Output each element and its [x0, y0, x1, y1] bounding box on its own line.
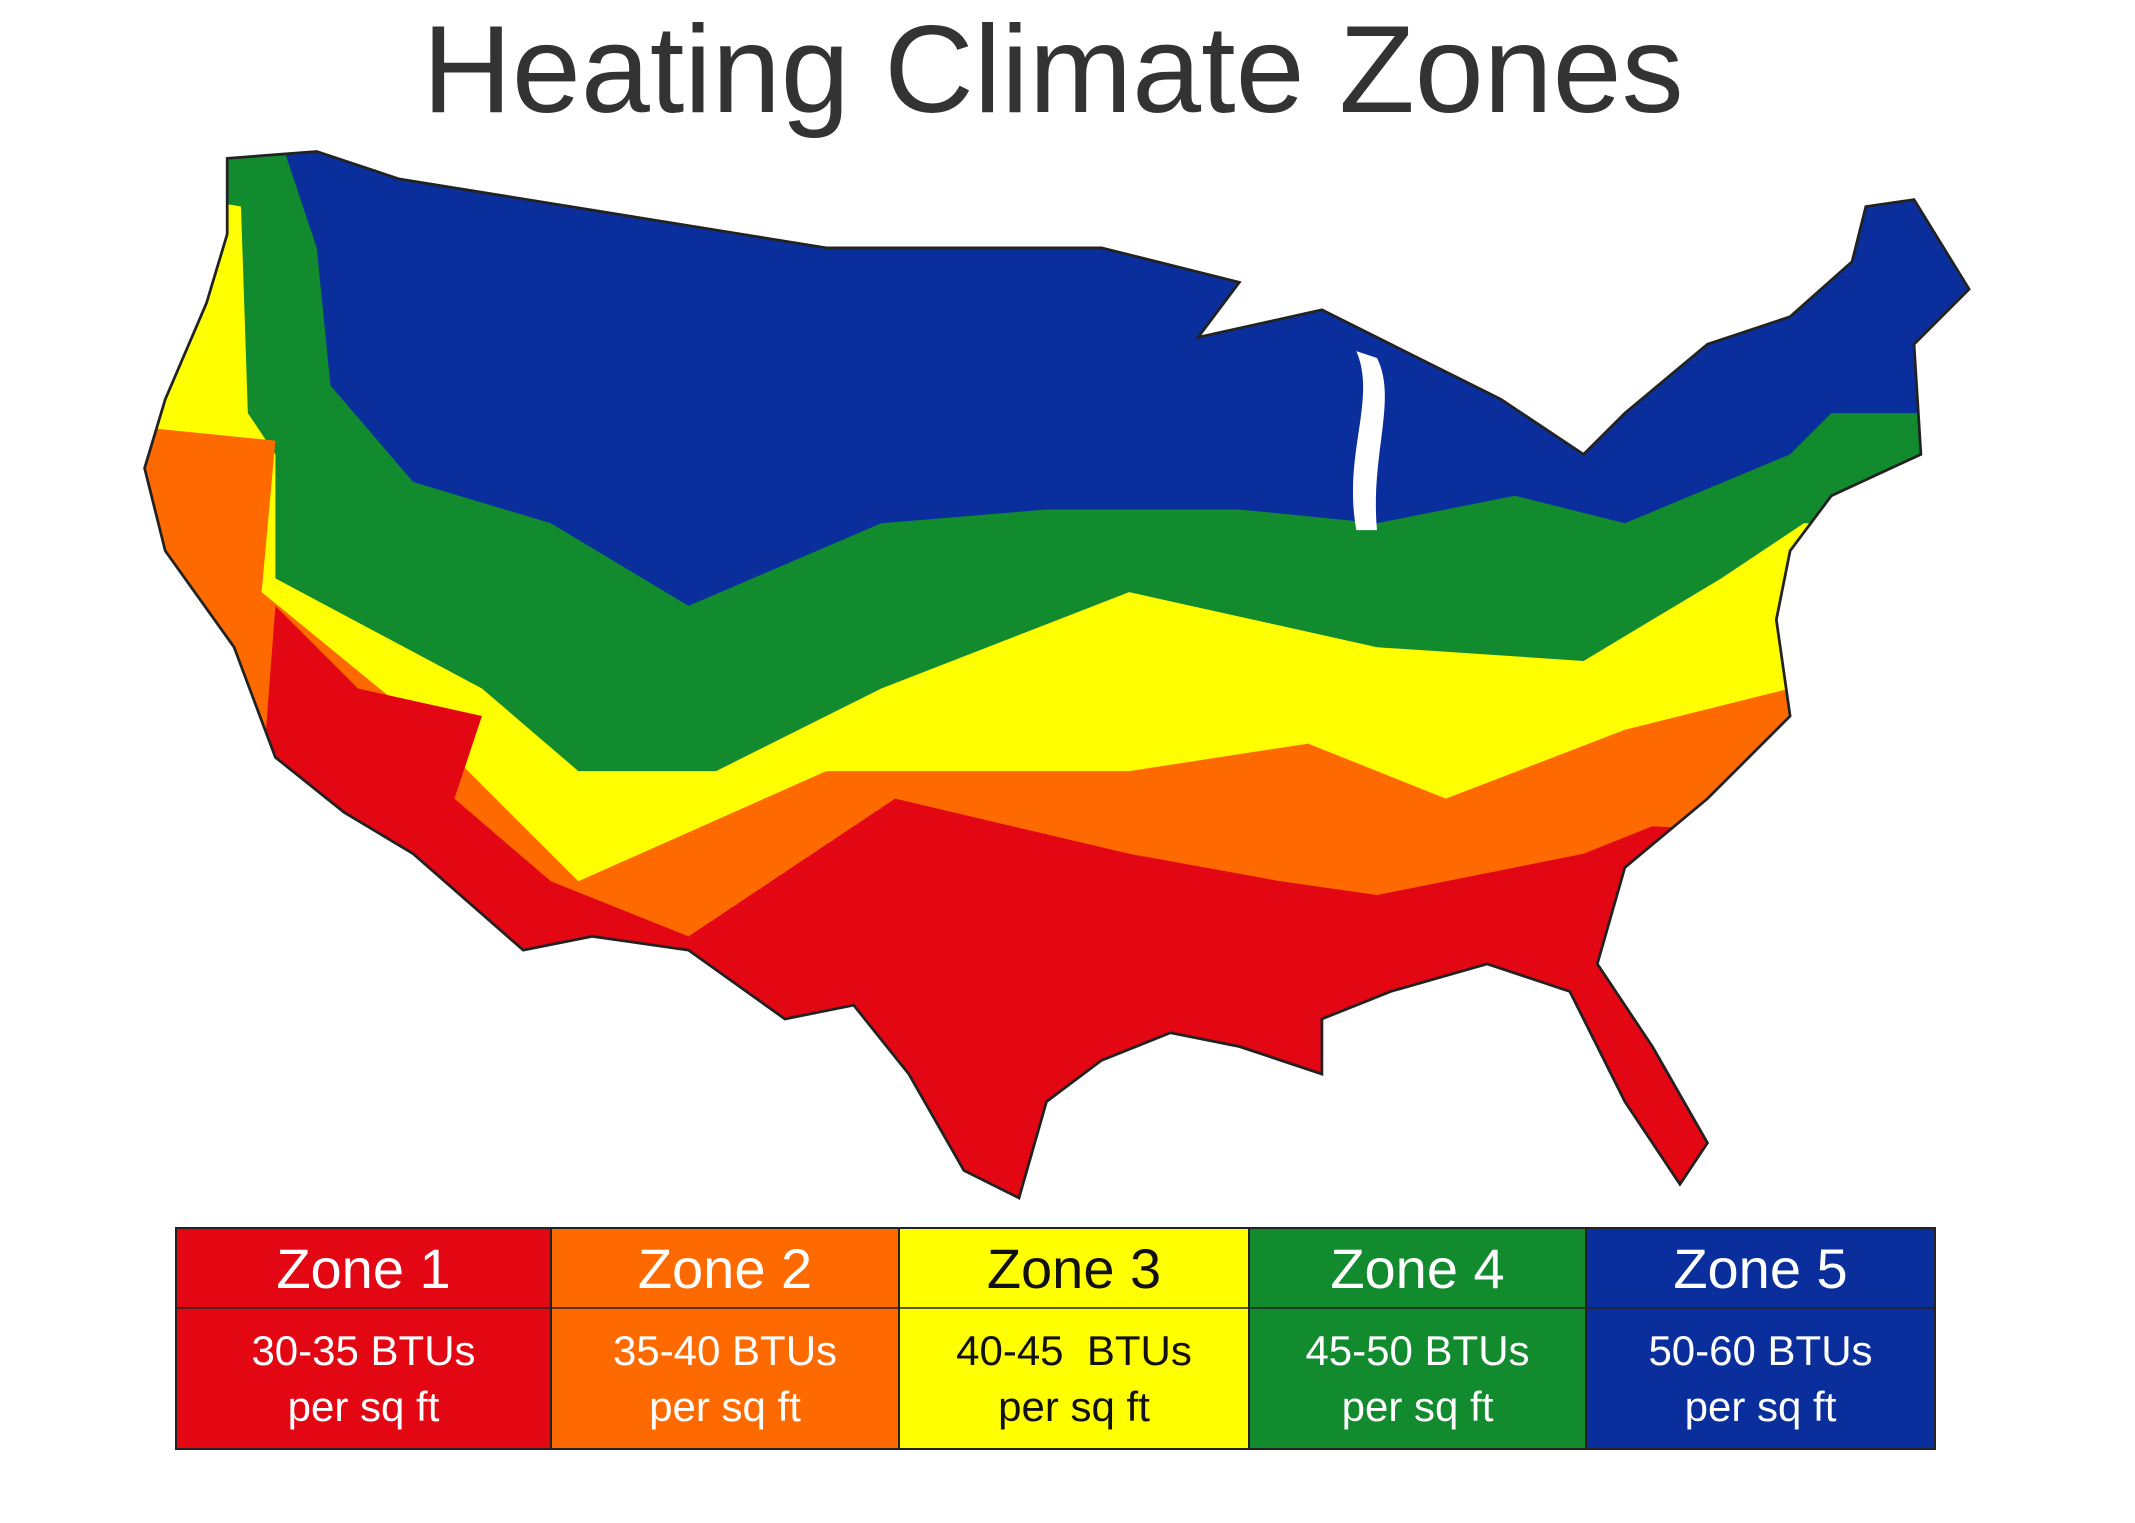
legend-cell — [1248, 1227, 1587, 1450]
zone-desc: per sq ft — [1342, 1383, 1494, 1430]
zone-desc: 45-50 BTUs — [1305, 1327, 1529, 1374]
legend-cell — [550, 1227, 900, 1450]
zone-name: Zone 5 — [1673, 1237, 1847, 1300]
legend-cell — [175, 1227, 552, 1450]
zone-desc: 40-45 BTUs — [956, 1327, 1192, 1374]
legend: Zone 1 30-35 BTUs per sq ft Zone 2 35-40 BTU… — [175, 1227, 1936, 1450]
zone-name: Zone 2 — [638, 1237, 812, 1300]
title: Heating Climate Zones — [422, 1, 1683, 139]
zone-name: Zone 3 — [987, 1237, 1161, 1300]
zone-desc: per sq ft — [1685, 1383, 1837, 1430]
zone-name: Zone 1 — [276, 1237, 450, 1300]
zone-desc: per sq ft — [998, 1383, 1150, 1430]
legend-cell — [898, 1227, 1250, 1450]
zone-desc: 35-40 BTUs — [613, 1327, 837, 1374]
zone-desc: 30-35 BTUs — [251, 1327, 475, 1374]
zone-name: Zone 4 — [1330, 1237, 1504, 1300]
legend-cell — [1585, 1227, 1936, 1450]
lake-michigan — [1352, 351, 1385, 531]
zone-desc: per sq ft — [649, 1383, 801, 1430]
zone-desc: 50-60 BTUs — [1648, 1327, 1872, 1374]
zone-desc: per sq ft — [288, 1383, 440, 1430]
us-outline — [143, 150, 1971, 1200]
